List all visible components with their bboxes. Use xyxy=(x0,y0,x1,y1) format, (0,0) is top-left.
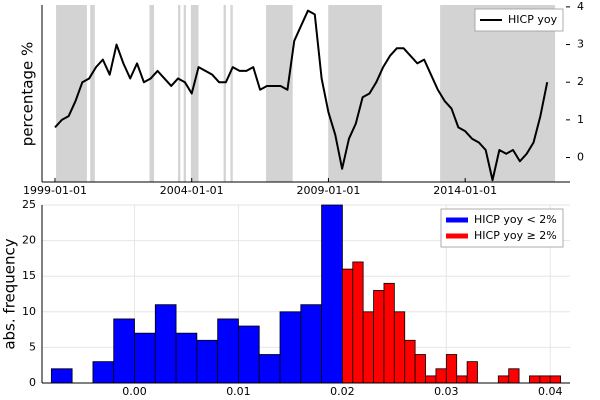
shaded-span xyxy=(230,5,233,182)
y-tick-label: 25 xyxy=(22,198,36,211)
histogram-bar xyxy=(414,354,426,384)
histogram-bar xyxy=(456,375,468,384)
histogram-bar xyxy=(393,311,406,384)
histogram-bar xyxy=(529,375,541,384)
shaded-span xyxy=(440,5,556,182)
shaded-span xyxy=(190,5,199,182)
legend-box xyxy=(440,208,564,248)
shaded-span xyxy=(56,5,87,182)
histogram-bar xyxy=(539,375,551,384)
histogram-bar xyxy=(175,332,198,384)
x-tick-label: 0.04 xyxy=(538,385,563,398)
x-tick-label: 2009-01-01 xyxy=(296,184,360,197)
x-tick-label: 0.02 xyxy=(330,385,355,398)
legend-label: HICP yoy < 2% xyxy=(474,213,557,226)
shaded-span xyxy=(266,5,293,182)
x-tick-label: 2014-01-01 xyxy=(433,184,497,197)
x-tick-label: 0.03 xyxy=(434,385,459,398)
histogram-bar xyxy=(352,261,364,384)
histogram-bar xyxy=(258,354,281,384)
y-tick-label: 5 xyxy=(29,340,36,353)
histogram-bar xyxy=(341,268,354,384)
y-tick-label: 0 xyxy=(29,376,36,389)
histogram-bar xyxy=(154,304,177,384)
histogram-bar xyxy=(508,368,520,384)
y-tick-label: 1 xyxy=(577,113,584,126)
y-tick-label: 4 xyxy=(577,0,584,13)
histogram-bar xyxy=(238,325,260,384)
histogram-bar xyxy=(445,354,458,384)
shaded-span xyxy=(178,5,181,182)
y-tick-label: 10 xyxy=(22,305,36,318)
histogram-bar xyxy=(113,318,135,384)
shaded-span xyxy=(223,5,226,182)
x-tick-label: 0.01 xyxy=(226,385,251,398)
shaded-span xyxy=(90,5,95,182)
y-tick-label: 20 xyxy=(22,234,36,247)
y-axis-label: abs. frequency xyxy=(1,238,19,349)
y-tick-label: 0 xyxy=(577,151,584,164)
y-tick-label: 3 xyxy=(577,38,584,51)
legend-label: HICP yoy xyxy=(508,13,558,26)
shaded-span xyxy=(328,5,382,182)
histogram-bar xyxy=(549,375,562,384)
histogram-bar xyxy=(373,290,385,384)
x-tick-label: 2004-01-01 xyxy=(160,184,224,197)
histogram-bar xyxy=(321,204,343,384)
line-series xyxy=(54,9,549,182)
histogram-bar xyxy=(425,375,437,384)
histogram-bar xyxy=(466,361,478,384)
histogram-bar xyxy=(134,332,156,384)
y-tick-label: 15 xyxy=(22,269,36,282)
legend-box xyxy=(474,8,564,32)
histogram-bar xyxy=(383,282,395,384)
histogram-bar xyxy=(362,311,374,384)
histogram-bar xyxy=(50,368,73,384)
histogram-bar xyxy=(404,339,416,384)
histogram-bar xyxy=(196,339,219,384)
histogram-bar xyxy=(300,304,322,384)
legend-label: HICP yoy ≥ 2% xyxy=(474,229,557,242)
x-tick-label: 1999-01-01 xyxy=(23,184,87,197)
histogram-bar xyxy=(92,361,115,384)
shaded-span xyxy=(149,5,155,182)
x-tick-label: 0.00 xyxy=(122,385,147,398)
y-axis-label: percentage % xyxy=(19,42,37,146)
histogram-bar xyxy=(217,318,239,384)
histogram-bar xyxy=(435,368,447,384)
y-tick-label: 2 xyxy=(577,75,584,88)
histogram-bar xyxy=(279,311,302,384)
histogram-bar xyxy=(497,375,510,384)
shaded-span xyxy=(183,5,186,182)
